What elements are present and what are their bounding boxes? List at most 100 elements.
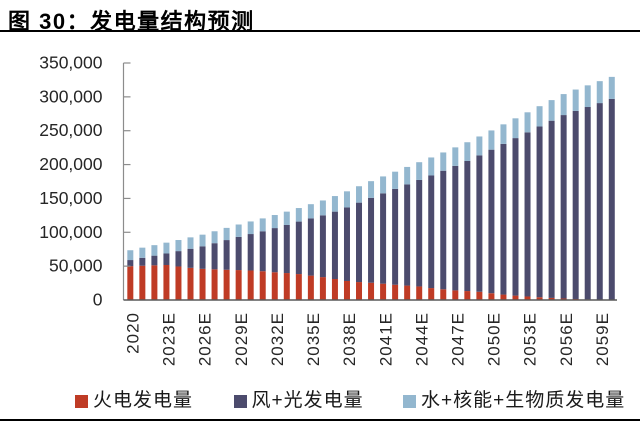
bar-segment-2048E-s2 (464, 142, 471, 161)
bottom-rule (0, 419, 640, 421)
chart-legend: 火电发电量 风+光发电量 水+核能+生物质发电量 (0, 391, 640, 411)
x-tick-label: 2032E (268, 312, 287, 366)
bar-segment-2039E-s2 (356, 186, 363, 203)
legend-item-hydro-nuclear-bio: 水+核能+生物质发电量 (403, 391, 625, 411)
bar-segment-2025E-s0 (187, 267, 194, 300)
bar-segment-2021E-s1 (139, 257, 146, 266)
x-tick-label: 2044E (412, 312, 431, 366)
x-tick-label: 2059E (593, 312, 612, 366)
x-tick-label: 2038E (340, 312, 359, 366)
bar-segment-2055E-s2 (548, 100, 555, 121)
bar-segment-2028E-s0 (223, 269, 230, 300)
bar-segment-2058E-s2 (584, 85, 591, 108)
bar-segment-2034E-s0 (295, 274, 302, 300)
bar-segment-2027E-s0 (211, 269, 218, 300)
bar-segment-2033E-s0 (283, 273, 290, 300)
legend-item-thermal: 火电发电量 (75, 391, 193, 411)
bar-segment-2024E-s2 (175, 240, 182, 252)
bar-segment-2054E-s0 (536, 297, 543, 300)
bar-segment-2043E-s2 (404, 166, 411, 185)
bar-segment-2046E-s1 (440, 170, 447, 290)
x-tick-label: 2047E (449, 312, 468, 366)
bar-segment-2045E-s2 (428, 157, 435, 176)
bar-segment-2042E-s1 (392, 188, 399, 285)
bar-segment-2022E-s2 (151, 245, 158, 256)
bar-segment-2052E-s1 (512, 138, 519, 296)
bar-segment-2036E-s2 (319, 200, 326, 216)
bar-segment-2030E-s1 (247, 234, 254, 271)
y-tick-label: 200,000 (39, 154, 103, 174)
bar-segment-2042E-s0 (392, 284, 399, 300)
y-tick-label: 50,000 (49, 256, 103, 276)
bar-segment-2033E-s1 (283, 224, 290, 274)
bar-segment-2057E-s1 (572, 110, 579, 299)
bar-segment-2027E-s1 (211, 243, 218, 270)
y-tick-label: 100,000 (39, 222, 103, 242)
x-tick-label: 2053E (521, 312, 540, 366)
bar-segment-2035E-s2 (307, 204, 314, 219)
bar-segment-2035E-s1 (307, 218, 314, 276)
bar-segment-2060E-s2 (608, 76, 615, 99)
bar-segment-2041E-s2 (380, 176, 387, 194)
bar-segment-2048E-s0 (464, 291, 471, 300)
bar-segment-2026E-s2 (199, 234, 206, 247)
bar-segment-2040E-s2 (368, 181, 375, 198)
bar-segment-2020-s1 (127, 260, 134, 267)
y-tick-label: 250,000 (39, 120, 103, 140)
bar-segment-2049E-s0 (476, 291, 483, 300)
bar-segment-2044E-s1 (416, 179, 423, 287)
bar-segment-2046E-s2 (440, 152, 447, 171)
bar-segment-2036E-s0 (319, 277, 326, 300)
bar-segment-2048E-s1 (464, 160, 471, 292)
bar-segment-2059E-s2 (596, 81, 603, 104)
bar-segment-2047E-s2 (452, 147, 459, 166)
bar-segment-2050E-s1 (488, 149, 495, 294)
bar-segment-2060E-s1 (608, 98, 615, 300)
bar-segment-2027E-s2 (211, 231, 218, 244)
bar-segment-2030E-s2 (247, 221, 254, 235)
bar-segment-2035E-s0 (307, 275, 314, 300)
bar-segment-2051E-s1 (500, 143, 507, 295)
bar-segment-2050E-s2 (488, 130, 495, 150)
bar-segment-2024E-s0 (175, 266, 182, 300)
bar-segment-2054E-s2 (536, 106, 543, 127)
legend-label-hydro-nuclear-bio: 水+核能+生物质发电量 (421, 390, 626, 411)
bar-segment-2032E-s1 (271, 228, 278, 273)
bar-segment-2041E-s1 (380, 193, 387, 284)
bar-segment-2046E-s0 (440, 289, 447, 300)
y-tick-label: 300,000 (39, 86, 103, 106)
bar-segment-2043E-s1 (404, 184, 411, 286)
bar-segment-2055E-s1 (548, 120, 555, 298)
bar-segment-2040E-s0 (368, 282, 375, 300)
bar-segment-2032E-s2 (271, 215, 278, 229)
legend-swatch-wind-solar (233, 394, 247, 408)
y-tick-label: 150,000 (39, 188, 103, 208)
bar-segment-2055E-s0 (548, 297, 555, 300)
bar-segment-2044E-s2 (416, 162, 423, 180)
bar-segment-2059E-s1 (596, 103, 603, 300)
bar-segment-2034E-s1 (295, 221, 302, 275)
legend-item-wind-solar: 风+光发电量 (233, 391, 364, 411)
bar-segment-2056E-s1 (560, 115, 567, 299)
bar-segment-2045E-s0 (428, 288, 435, 300)
bar-segment-2024E-s1 (175, 251, 182, 267)
x-tick-label: 2041E (376, 312, 395, 366)
bar-segment-2028E-s2 (223, 227, 230, 241)
bar-segment-2025E-s2 (187, 237, 194, 249)
bar-segment-2031E-s1 (259, 231, 266, 272)
bar-segment-2022E-s0 (151, 265, 158, 300)
bar-segment-2037E-s1 (331, 211, 338, 280)
bar-segment-2029E-s1 (235, 236, 242, 271)
x-tick-label: 2026E (196, 312, 215, 366)
bar-segment-2039E-s0 (356, 282, 363, 300)
bar-segment-2053E-s0 (524, 296, 531, 300)
bar-segment-2021E-s2 (139, 247, 146, 258)
y-tick-label: 350,000 (39, 53, 103, 73)
bar-segment-2053E-s1 (524, 132, 531, 297)
legend-swatch-hydro-nuclear-bio (403, 394, 416, 408)
bar-segment-2039E-s1 (356, 202, 363, 283)
x-tick-label: 2029E (232, 312, 251, 366)
bar-segment-2047E-s1 (452, 165, 459, 291)
bar-segment-2047E-s0 (452, 290, 459, 300)
